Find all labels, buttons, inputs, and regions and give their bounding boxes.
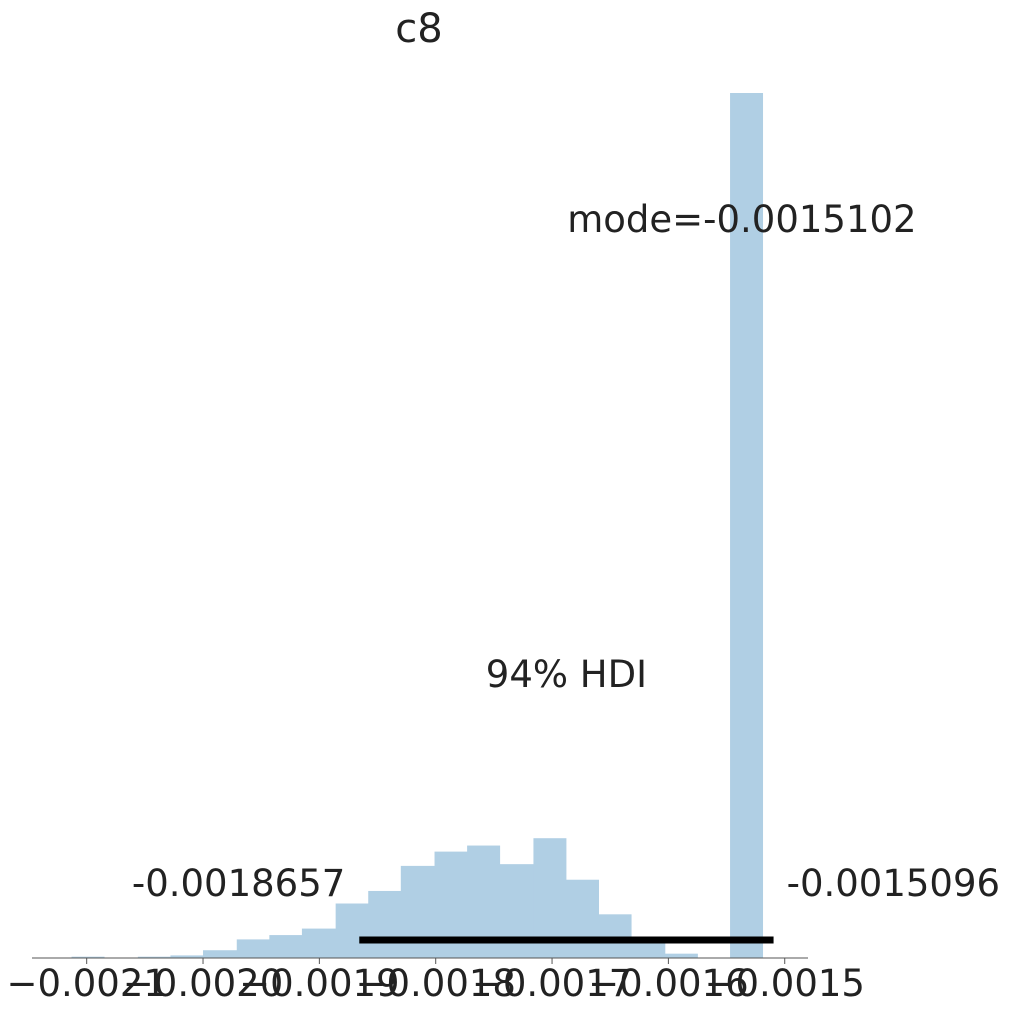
histogram-bar (664, 953, 698, 958)
x-tick-label: −0.0015 (704, 962, 864, 1005)
histogram-bar (598, 914, 632, 958)
histogram-bar (335, 903, 369, 958)
histogram-bar (269, 935, 303, 958)
histogram-bar (71, 956, 105, 958)
x-tick-label: −0.0017 (472, 962, 632, 1005)
mode-label: mode=-0.0015102 (567, 198, 916, 241)
hdi-label: 94% HDI (486, 653, 647, 696)
hdi-lower-value: -0.0018657 (132, 862, 345, 905)
x-tick-label: −0.0016 (588, 962, 748, 1005)
histogram-bar (400, 865, 435, 958)
histogram-bar (236, 939, 270, 958)
x-tick-label: −0.0021 (6, 962, 166, 1005)
histogram-bar (301, 928, 337, 958)
x-axis-ticks: −0.0021−0.0020−0.0019−0.0018−0.0017−0.00… (6, 958, 865, 1005)
histogram-bar (368, 890, 402, 958)
hdi-upper-value: -0.0015096 (787, 862, 1000, 905)
chart-title: c8 (395, 6, 442, 52)
x-tick-label: −0.0019 (239, 962, 399, 1005)
histogram-bar (137, 956, 171, 958)
histogram-bar (203, 950, 238, 958)
histogram-bar (499, 864, 534, 958)
x-tick-label: −0.0018 (355, 962, 515, 1005)
histogram-bar (566, 879, 599, 958)
histogram-bar (730, 93, 764, 958)
histogram-bar (170, 955, 204, 958)
x-tick-label: −0.0020 (123, 962, 283, 1005)
